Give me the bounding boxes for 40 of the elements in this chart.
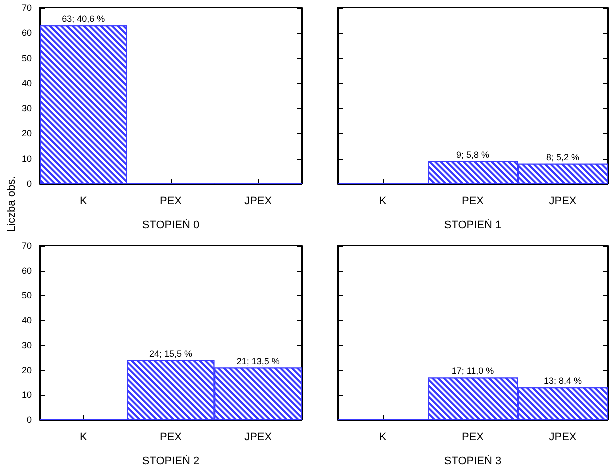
- y-tick-label: 10: [22, 154, 32, 164]
- x-tick-label: K: [379, 432, 388, 444]
- y-tick-label: 60: [22, 266, 32, 276]
- y-axis-title: Liczba obs.: [6, 176, 18, 232]
- y-tick-label: 20: [22, 128, 32, 139]
- x-tick-label: PEX: [160, 196, 183, 208]
- y-tick-label: 50: [22, 53, 32, 64]
- x-tick-label: K: [80, 432, 88, 444]
- y-tick-label: 40: [22, 316, 32, 326]
- y-tick-label: 20: [22, 365, 32, 376]
- x-tick-label: K: [80, 196, 88, 208]
- data-label: 9; 5,8 %: [456, 150, 490, 160]
- data-label: 8; 5,2 %: [546, 152, 580, 162]
- x-tick-label: JPEX: [549, 432, 578, 444]
- x-tick-label: JPEX: [549, 196, 578, 208]
- x-tick-label: PEX: [462, 432, 485, 444]
- y-tick-label: 30: [22, 340, 32, 350]
- y-tick-label: 50: [22, 290, 32, 301]
- x-tick-label: JPEX: [244, 432, 273, 444]
- data-label: 21; 13,5 %: [236, 356, 280, 366]
- y-tick-label: 30: [22, 104, 32, 114]
- y-tick-label: 40: [22, 78, 32, 88]
- data-label: 13; 8,4 %: [544, 376, 582, 386]
- y-tick-label: 70: [22, 3, 32, 13]
- y-tick-label: 0: [26, 415, 32, 425]
- y-tick-label: 10: [22, 390, 32, 400]
- data-label: 24; 15,5 %: [149, 348, 193, 359]
- x-axis-title: STOPIEŃ 2: [142, 454, 200, 468]
- data-label: 17; 11,0 %: [452, 366, 494, 376]
- x-tick-label: PEX: [160, 432, 183, 444]
- x-axis-title: STOPIEŃ 3: [444, 454, 502, 468]
- x-tick-label: K: [379, 196, 388, 208]
- x-axis-title: STOPIEŃ 1: [444, 218, 502, 232]
- x-tick-label: PEX: [462, 196, 485, 208]
- y-tick-label: 70: [22, 241, 32, 251]
- x-tick-label: JPEX: [244, 196, 273, 208]
- data-label: 63; 40,6 %: [62, 14, 106, 24]
- y-tick-label: 0: [26, 179, 32, 189]
- x-axis-title: STOPIEŃ 0: [142, 218, 200, 232]
- y-tick-label: 60: [22, 28, 32, 38]
